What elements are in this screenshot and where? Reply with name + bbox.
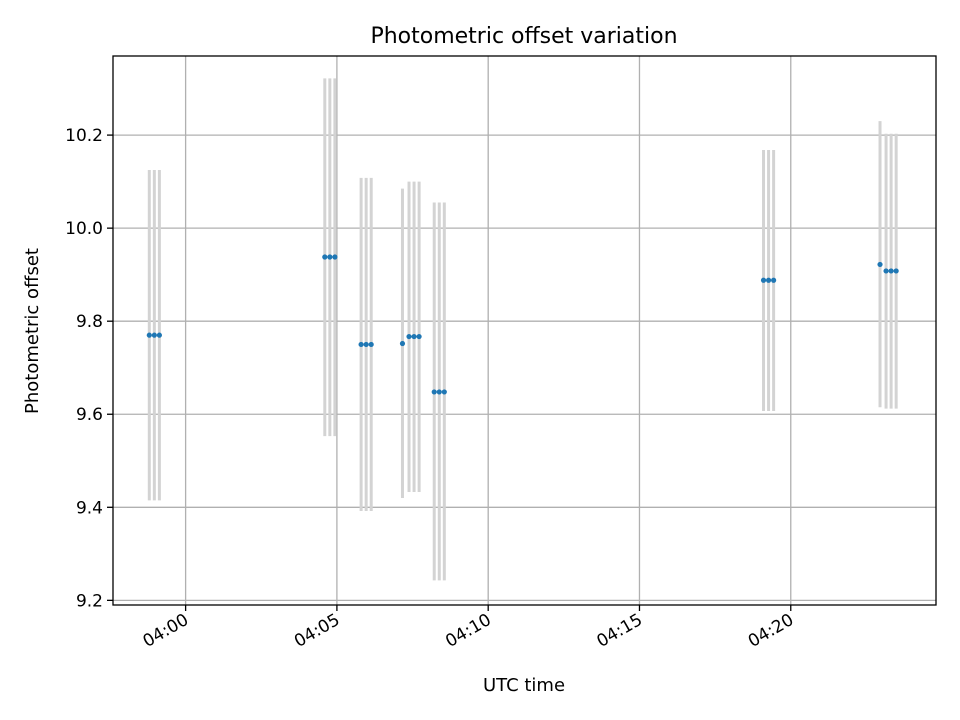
y-tick-label: 9.4 — [76, 498, 103, 518]
data-point — [416, 333, 422, 340]
data-point — [771, 277, 777, 283]
data-point — [399, 340, 406, 347]
data-point — [406, 333, 412, 340]
data-point — [441, 389, 447, 395]
y-tick-label: 10.0 — [65, 219, 103, 239]
chart-title: Photometric offset variation — [370, 24, 677, 49]
data-point — [877, 261, 883, 268]
y-tick-label: 9.8 — [76, 312, 103, 332]
data-point — [156, 332, 162, 338]
data-point — [322, 254, 328, 260]
data-point — [893, 268, 899, 274]
data-point — [760, 277, 767, 283]
point-layer — [146, 254, 899, 395]
data-point — [368, 341, 374, 348]
grid-layer — [113, 56, 936, 605]
data-point — [327, 254, 333, 260]
y-tick-label: 9.2 — [76, 591, 103, 611]
data-point — [151, 332, 157, 338]
data-point — [363, 341, 369, 348]
data-point — [332, 254, 338, 260]
data-point — [436, 389, 442, 395]
data-point — [883, 268, 889, 274]
data-point — [888, 268, 894, 274]
y-tick-label: 9.6 — [76, 405, 103, 425]
x-axis-label: UTC time — [483, 675, 565, 696]
plot-area-frame — [112, 55, 937, 606]
y-axis-label: Photometric offset — [22, 248, 43, 414]
data-point — [358, 341, 364, 348]
data-point — [146, 332, 152, 338]
data-point — [411, 333, 417, 340]
data-point — [431, 389, 437, 395]
y-tick-label: 10.2 — [65, 126, 103, 146]
data-point — [765, 277, 772, 283]
